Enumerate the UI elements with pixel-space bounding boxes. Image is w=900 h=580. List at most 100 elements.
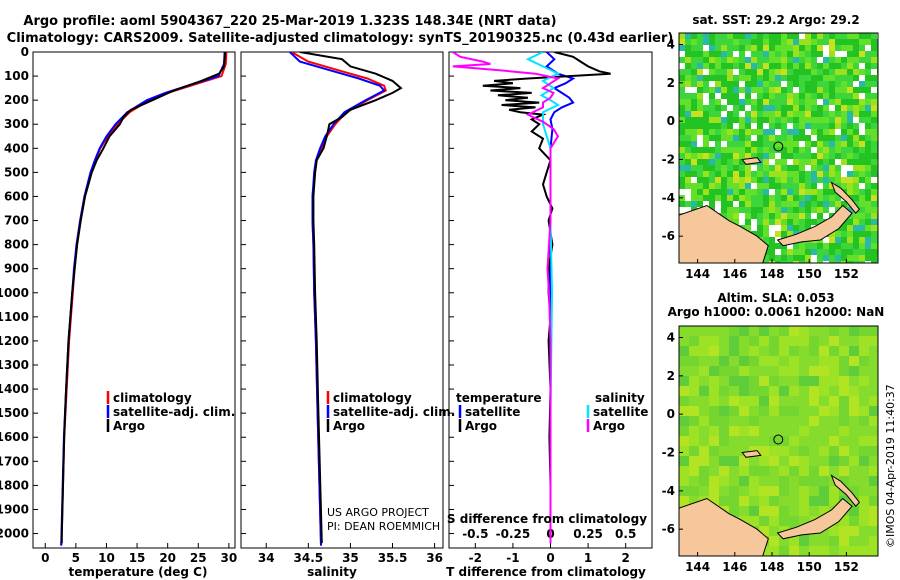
map-cell: [859, 466, 870, 477]
map-cell: [715, 69, 722, 76]
map-cell: [853, 117, 860, 124]
map-cell: [849, 406, 860, 417]
map-cell: [829, 81, 836, 88]
map-cell: [721, 69, 728, 76]
map-cell: [763, 177, 770, 184]
map-cell: [691, 135, 698, 142]
map-cell: [721, 183, 728, 190]
map-cell: [847, 231, 854, 238]
map-cell: [709, 376, 720, 387]
map-cell: [823, 129, 830, 136]
map-cell: [853, 201, 860, 208]
legend-satellite: satellite-adj. clim.: [113, 405, 235, 419]
map-cell: [697, 51, 704, 58]
map-cell: [733, 189, 740, 196]
map-cell: [751, 213, 758, 220]
map-cell: [829, 466, 840, 477]
map-cell: [871, 63, 878, 70]
map-cell: [709, 33, 716, 40]
map-cell: [789, 416, 800, 427]
map-cell: [763, 33, 770, 40]
map-cell: [709, 51, 716, 58]
map-cell: [871, 33, 878, 40]
map-cell: [817, 255, 824, 262]
map-cell: [823, 207, 830, 214]
map-cell: [745, 51, 752, 58]
map-cell: [865, 189, 872, 196]
legend-salinity-title: salinity: [595, 391, 645, 405]
map-cell: [865, 153, 872, 160]
map-cell: [751, 123, 758, 130]
map-cell: [759, 446, 770, 457]
map-cell: [847, 261, 854, 263]
x-tick-label: 34.5: [294, 551, 324, 565]
map-cell: [809, 496, 820, 507]
map-cell: [835, 117, 842, 124]
map-cell: [779, 536, 790, 547]
map-cell: [769, 63, 776, 70]
map-cell: [849, 506, 860, 517]
map-cell: [839, 476, 850, 487]
map-cell: [751, 87, 758, 94]
map-cell: [789, 496, 800, 507]
map-cell: [809, 486, 820, 497]
map-cell: [739, 123, 746, 130]
map-cell: [763, 183, 770, 190]
map-cell: [679, 346, 690, 357]
map-cell: [859, 326, 870, 337]
map-cell: [799, 207, 806, 214]
map-cell: [819, 346, 830, 357]
map-cell: [805, 51, 812, 58]
map-cell: [779, 466, 790, 477]
map-cell: [769, 201, 776, 208]
map-cell: [727, 75, 734, 82]
map-cell: [775, 201, 782, 208]
map-cell: [721, 189, 728, 196]
map-cell: [769, 326, 780, 337]
map-cell: [847, 207, 854, 214]
map-cell: [789, 506, 800, 517]
map-cell: [799, 336, 810, 347]
map-cell: [871, 87, 878, 94]
map-cell: [679, 51, 686, 58]
depth-tick-label: 800: [4, 238, 29, 252]
map-cell: [835, 147, 842, 154]
map-cell: [805, 147, 812, 154]
map-cell: [779, 546, 790, 556]
map-cell: [703, 57, 710, 64]
map-cell: [809, 386, 820, 397]
map-cell: [799, 416, 810, 427]
map-cell: [721, 201, 728, 208]
map-cell: [679, 476, 690, 487]
map-cell: [869, 506, 878, 517]
map-cell: [769, 81, 776, 88]
map-cell: [865, 255, 872, 262]
map-cell: [859, 446, 870, 457]
map-cell: [757, 57, 764, 64]
map-cell: [721, 165, 728, 172]
map-cell: [727, 123, 734, 130]
map-cell: [869, 416, 878, 427]
map-cell: [685, 39, 692, 46]
map-cell: [769, 147, 776, 154]
map-cell: [691, 195, 698, 202]
map-cell: [739, 183, 746, 190]
map-cell: [733, 39, 740, 46]
map-cell: [727, 111, 734, 118]
map-cell: [715, 171, 722, 178]
map-cell: [779, 456, 790, 467]
map-cell: [745, 105, 752, 112]
map-cell: [697, 75, 704, 82]
map-cell: [703, 111, 710, 118]
map-cell: [811, 45, 818, 52]
salinity-xlabel: salinity: [307, 565, 357, 579]
map-cell: [859, 177, 866, 184]
map-cell: [759, 406, 770, 417]
map-cell: [835, 93, 842, 100]
map-cell: [839, 536, 850, 547]
map-cell: [775, 195, 782, 202]
map-cell: [703, 93, 710, 100]
map-cell: [841, 231, 848, 238]
map-x-tick-label: 144: [685, 560, 710, 574]
map-cell: [709, 87, 716, 94]
